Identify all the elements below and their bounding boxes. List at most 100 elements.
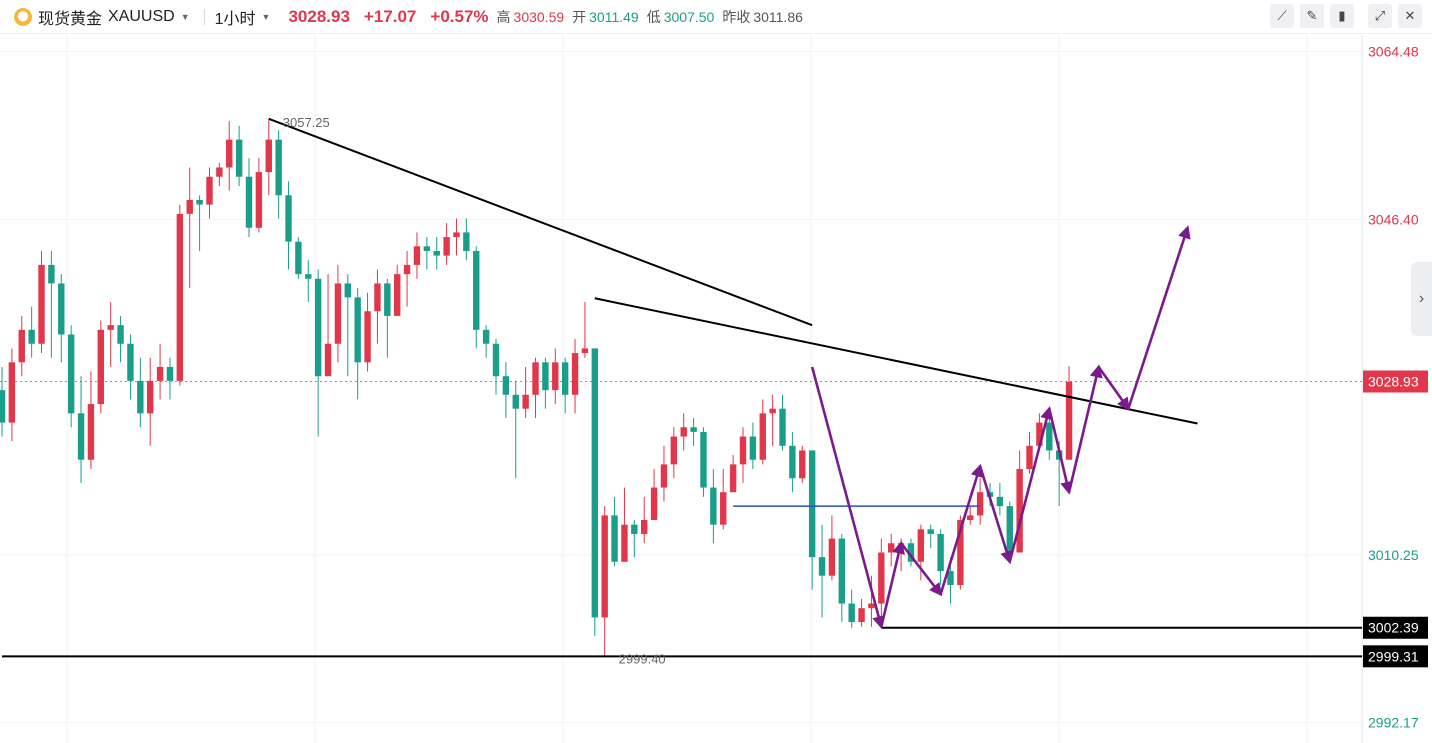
candle-body [127, 343, 134, 381]
candle-body [571, 353, 579, 395]
level-price-tag [1363, 645, 1428, 668]
candle-body [1065, 381, 1073, 460]
candle-body [305, 274, 312, 279]
candle-body [492, 343, 500, 377]
close-icon[interactable]: ✕ [1398, 4, 1422, 28]
candle-body [107, 325, 114, 330]
candle-body [808, 450, 816, 558]
candle-body [137, 380, 144, 414]
candle-body [48, 264, 55, 284]
candle-body [255, 172, 263, 228]
candle-body [976, 492, 984, 516]
candle-body [1026, 445, 1033, 470]
candle-body [384, 283, 391, 316]
candle-body [789, 445, 796, 479]
candle-body [868, 603, 875, 609]
candle-body [720, 492, 727, 525]
pattern-arrow [1067, 364, 1103, 493]
low-label: 低 [646, 8, 661, 25]
candle-body [621, 524, 628, 562]
prev-close-label: 昨收 [722, 8, 751, 25]
candle-body [394, 274, 401, 316]
price-annotation: 2999.40 [619, 651, 666, 666]
chevron-down-icon[interactable]: ▼ [261, 11, 271, 22]
candle-body [8, 362, 16, 423]
side-panel-toggle[interactable]: › [1411, 262, 1432, 336]
expand-icon[interactable]: ⤢ [1368, 4, 1392, 28]
candle-body [749, 436, 757, 460]
candle-body [611, 515, 618, 562]
price-chart[interactable]: 3057.25 2999.40 3064.48 3046.40 3010.25 2992.… [0, 35, 1432, 743]
candle-body [581, 348, 589, 354]
pattern-arrow [1008, 406, 1053, 563]
candle-body [295, 241, 302, 275]
current-price-tag [1363, 370, 1428, 393]
candle-body [937, 533, 944, 572]
candle-body [848, 603, 855, 623]
candle-body [443, 237, 450, 256]
candle-body [463, 232, 470, 251]
candle-body [166, 366, 174, 381]
candle-body [967, 515, 974, 521]
candle-body [87, 404, 95, 460]
candle-body [1006, 506, 1013, 553]
open-value: 3011.49 [589, 8, 639, 25]
candle-body [927, 529, 934, 534]
symbol-name[interactable]: 现货黄金 [38, 10, 103, 28]
candle-body [156, 366, 164, 381]
symbol-toolbar: ⬤ 现货黄金 XAUUSD ▼ 1小时 ▼ 3028.93 +17.07 +0.… [0, 0, 1432, 34]
candle-body [28, 329, 35, 344]
low-value: 3007.50 [663, 8, 715, 25]
toolbar-divider [203, 8, 205, 25]
candle-body [858, 608, 865, 623]
y-tick-label: 3064.48 [1368, 44, 1419, 60]
candle-body [176, 213, 184, 381]
line-tool-icon[interactable]: ⟋ [1270, 4, 1294, 28]
candle-body [650, 487, 658, 521]
candle-body [482, 329, 490, 344]
candle-body [67, 334, 75, 414]
candle-body [18, 329, 25, 363]
candle-body [917, 529, 925, 562]
chevron-down-icon[interactable]: ▼ [180, 11, 190, 22]
candle-body [828, 538, 836, 576]
pencil-icon[interactable]: ✎ [1300, 4, 1324, 28]
chevron-right-icon: › [1418, 290, 1425, 307]
candle-body [0, 390, 6, 423]
candle-body [532, 362, 539, 395]
pattern-arrow [939, 463, 984, 595]
candle-body [779, 408, 786, 446]
candle-body [1016, 469, 1023, 553]
candle-body [245, 176, 253, 228]
candle-body [710, 487, 717, 525]
candle-body [1046, 422, 1053, 451]
candle-body [542, 362, 549, 391]
candle-body [186, 199, 193, 214]
candle-body [196, 199, 203, 205]
trend-line [594, 297, 1198, 425]
pattern-arrow [978, 465, 1013, 565]
price-annotation: 3057.25 [283, 115, 330, 130]
candle-body [77, 413, 85, 460]
candle-body [38, 264, 45, 344]
candle-body [413, 246, 421, 265]
candle-body [799, 450, 806, 479]
price-change: +17.07 [363, 6, 417, 26]
symbol-code[interactable]: XAUUSD [108, 7, 175, 25]
candle-body [97, 329, 104, 405]
candle-body [591, 348, 598, 618]
price-change-percent: +0.57% [430, 6, 489, 26]
candle-body [354, 297, 361, 363]
y-tick-label: 2992.17 [1368, 715, 1419, 731]
candle-body [344, 283, 351, 298]
interval-selector[interactable]: 1小时 [214, 10, 256, 28]
candle-body [561, 362, 569, 395]
pattern-arrow [1127, 225, 1191, 410]
candle-body [226, 139, 233, 168]
candle-body [907, 543, 915, 562]
last-price: 3028.93 [288, 6, 350, 26]
candle-body [957, 520, 964, 585]
candlestick-style-icon[interactable]: ▮ [1330, 4, 1354, 28]
candle-body [453, 232, 460, 238]
candle-body [147, 380, 154, 414]
